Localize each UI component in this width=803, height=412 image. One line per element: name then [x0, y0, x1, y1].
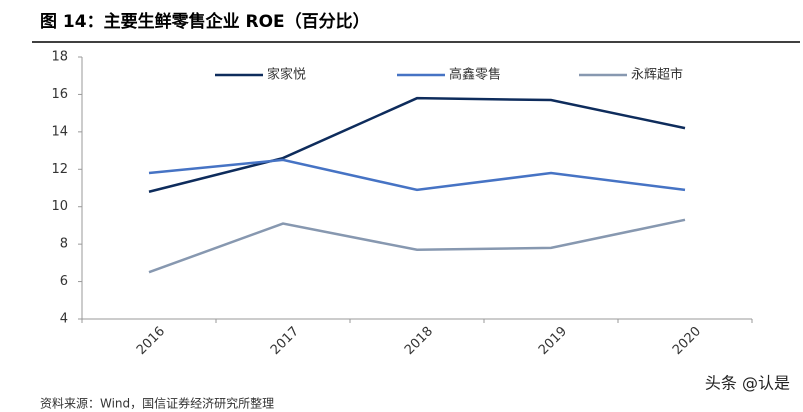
y-tick-label: 14 — [51, 124, 68, 139]
series-line — [148, 158, 686, 192]
y-tick-label: 6 — [60, 274, 68, 289]
chart-title: 图 14：主要生鲜零售企业 ROE（百分比） — [40, 11, 370, 32]
y-tick-label: 10 — [51, 199, 68, 214]
y-tick-label: 12 — [51, 162, 68, 177]
legend-label: 永辉超市 — [631, 67, 683, 83]
series-line — [148, 96, 686, 193]
x-tick-label: 2019 — [536, 324, 570, 358]
legend-label: 家家悦 — [267, 67, 306, 83]
x-tick-label: 2020 — [670, 324, 704, 358]
y-tick-label: 8 — [60, 237, 68, 252]
legend-label: 高鑫零售 — [449, 67, 501, 83]
y-tick-label: 4 — [60, 312, 68, 327]
x-tick-label: 2017 — [268, 324, 302, 358]
y-tick-label: 16 — [51, 87, 68, 102]
x-tick-label: 2016 — [134, 324, 168, 358]
watermark: 头条 @认是 — [705, 374, 790, 393]
series-line — [148, 218, 686, 274]
source-note: 资料来源：Wind，国信证券经济研究所整理 — [40, 396, 274, 411]
y-tick-label: 18 — [51, 50, 68, 65]
x-tick-label: 2018 — [402, 324, 436, 358]
